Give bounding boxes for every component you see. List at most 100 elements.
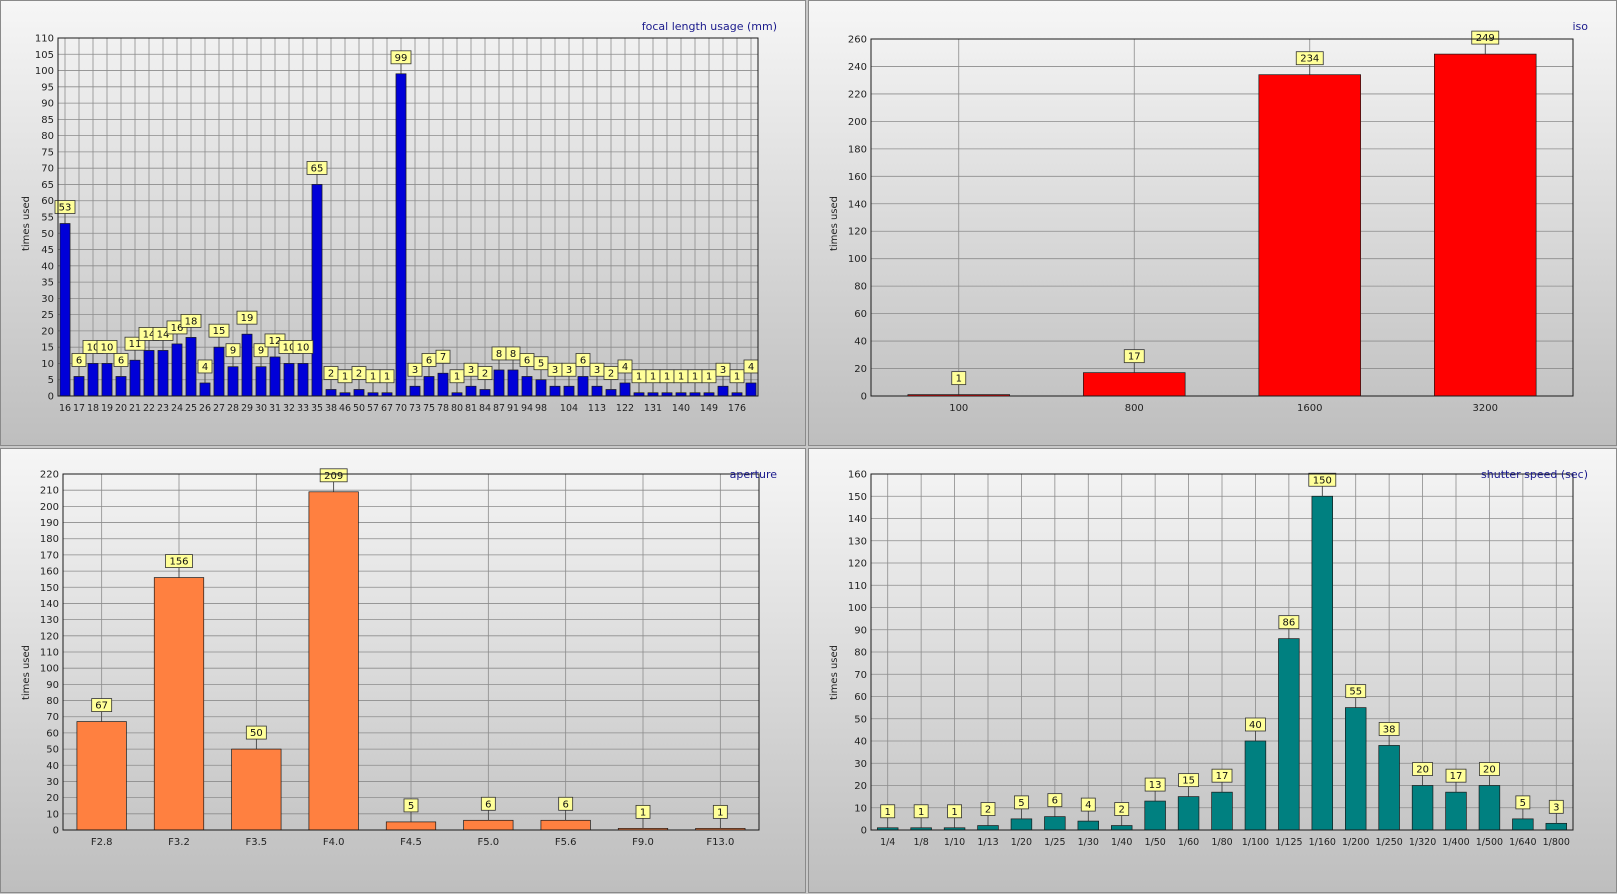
data-label: 1: [342, 372, 348, 383]
data-label: 17: [1450, 771, 1463, 782]
data-label: 234: [1300, 54, 1319, 65]
data-label-box: [197, 359, 213, 374]
y-tick-label: 35: [41, 278, 54, 289]
y-tick-label: 260: [848, 35, 867, 46]
x-tick-label: 1/50: [1144, 837, 1165, 848]
bar: [745, 382, 757, 397]
data-label-box: [319, 468, 348, 483]
data-label: 13: [1149, 780, 1162, 791]
data-label-box: [480, 796, 496, 811]
y-tick-label: 15: [41, 343, 54, 354]
bar: [185, 337, 197, 397]
x-tick-label: 67: [381, 403, 393, 414]
focal-length-panel: 0 5 10 15 20 25 30 35 40 45 50 55 60 65 70 75 80 85 90 95 10…: [0, 0, 806, 446]
data-label: 1: [664, 372, 670, 383]
data-label-box: [1515, 795, 1531, 810]
data-label-box: [1047, 793, 1063, 808]
x-tick-label: 50: [353, 403, 365, 414]
x-tick-label: 23: [157, 403, 169, 414]
bar: [535, 379, 547, 397]
y-tick-label: 210: [40, 486, 59, 497]
y-tick-label: 90: [46, 680, 59, 691]
y-tick-label: 60: [854, 309, 867, 320]
x-tick-label: 1/60: [1178, 837, 1199, 848]
data-label: 1: [678, 372, 684, 383]
y-tick-label: 85: [41, 115, 54, 126]
x-tick-label: 28: [227, 403, 239, 414]
x-tick-label: 20: [115, 403, 127, 414]
aperture-panel: 0 10 20 30 40 50 60 70 80 90 100 110 120 130 140 150 160…: [0, 448, 806, 893]
x-tick-label: 98: [535, 403, 547, 414]
x-tick-label: 1/10: [944, 837, 965, 848]
bar: [1083, 372, 1186, 397]
y-tick-label: 0: [861, 392, 867, 403]
x-tick-label: 84: [479, 403, 491, 414]
data-label: 2: [482, 368, 488, 379]
data-label: 14: [143, 329, 156, 340]
data-label: 6: [118, 355, 124, 366]
data-label: 6: [485, 799, 491, 810]
data-label-box: [1278, 615, 1300, 630]
data-label: 1: [734, 372, 740, 383]
bar: [465, 385, 477, 397]
y-tick-label: 140: [848, 199, 867, 210]
data-label: 3: [566, 365, 572, 376]
data-label-box: [253, 343, 269, 358]
y-tick-label: 130: [40, 615, 59, 626]
data-label: 6: [580, 355, 586, 366]
data-label-box: [1479, 762, 1500, 776]
data-label: 99: [395, 53, 408, 64]
y-tick-label: 90: [854, 625, 867, 636]
data-label-box: [477, 366, 493, 380]
data-label: 6: [562, 799, 568, 810]
plot-frame: [62, 473, 760, 831]
y-tick-label: 95: [41, 82, 54, 93]
y-tick-label: 220: [848, 89, 867, 100]
data-label: 4: [622, 362, 628, 373]
y-axis-label: times used: [21, 195, 33, 252]
y-tick-label: 110: [848, 581, 867, 592]
x-tick-label: 1/800: [1543, 837, 1570, 848]
y-tick-label: 80: [854, 648, 867, 659]
data-label: 53: [59, 203, 72, 214]
data-label-box: [558, 796, 574, 811]
data-label: 1: [951, 807, 957, 818]
bar: [87, 363, 99, 397]
data-label-box: [407, 362, 423, 377]
x-tick-label: 1/25: [1044, 837, 1065, 848]
data-label: 1: [636, 372, 642, 383]
y-tick-label: 140: [40, 599, 59, 610]
data-label: 2: [1119, 805, 1125, 816]
bar: [171, 343, 183, 397]
y-tick-label: 40: [854, 337, 867, 348]
x-tick-label: 1/20: [1011, 837, 1032, 848]
data-label-box: [947, 804, 962, 819]
data-label-box: [435, 349, 451, 364]
bar: [423, 376, 435, 397]
data-label-box: [1445, 768, 1467, 783]
x-tick-label: 31: [269, 403, 281, 414]
bar: [1177, 796, 1200, 831]
y-tick-label: 20: [854, 364, 867, 375]
data-label-box: [575, 353, 591, 367]
bar: [283, 363, 295, 397]
chart-title: focal length usage (mm): [641, 20, 777, 33]
y-tick-label: 200: [40, 502, 59, 513]
y-tick-label: 70: [41, 164, 54, 175]
data-label-box: [729, 369, 745, 384]
y-tick-label: 170: [40, 550, 59, 561]
bar: [143, 350, 155, 397]
x-tick-label: 35: [311, 403, 323, 414]
data-label-box: [403, 798, 419, 813]
x-tick-label: F3.5: [246, 837, 268, 848]
y-tick-label: 130: [848, 536, 867, 547]
x-tick-label: 19: [101, 403, 113, 414]
data-label: 20: [1483, 765, 1496, 776]
y-tick-label: 50: [41, 229, 54, 240]
bar: [1244, 740, 1267, 831]
data-label: 1: [640, 807, 646, 818]
data-label: 19: [241, 313, 254, 324]
data-label: 1: [650, 372, 656, 383]
data-label-box: [165, 554, 193, 568]
data-label: 1: [384, 372, 390, 383]
